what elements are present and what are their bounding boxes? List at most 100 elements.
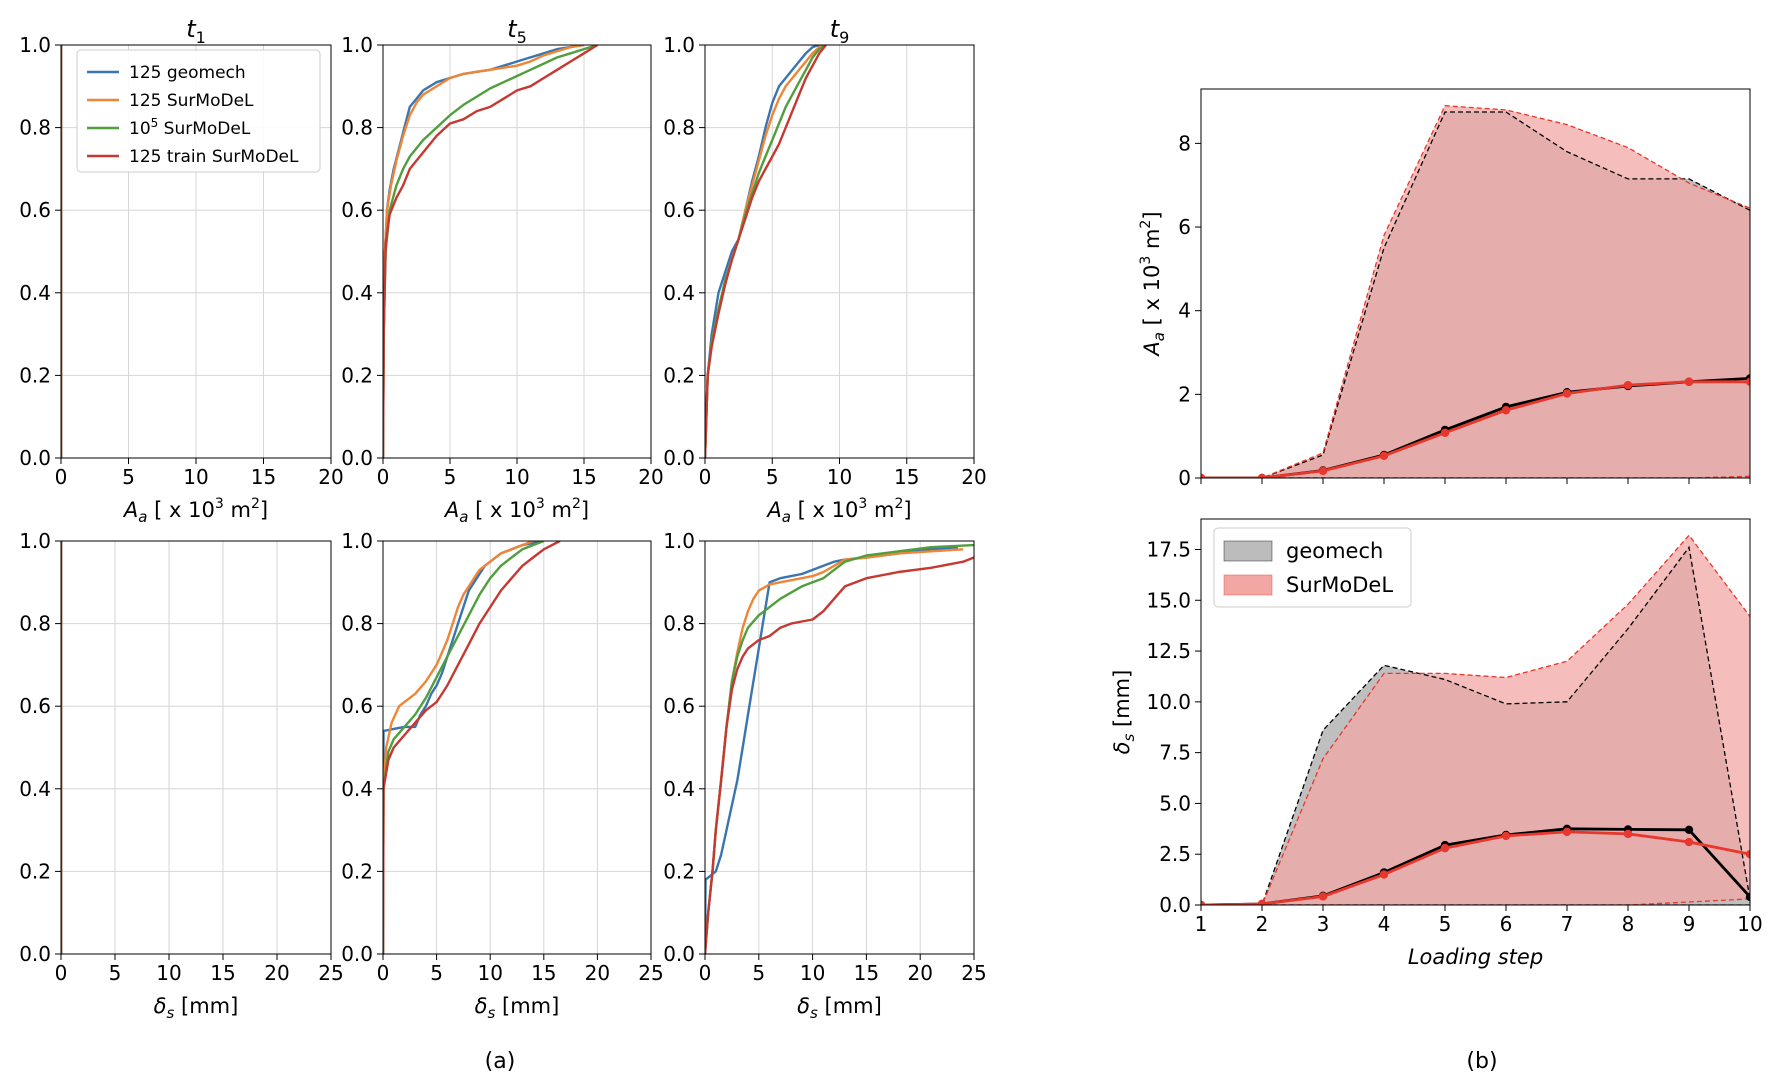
x-tick-label: 15 (894, 465, 919, 489)
data-point (1257, 473, 1267, 478)
x-tick-label: 0 (55, 961, 68, 985)
legend-label: geomech (1286, 539, 1383, 563)
data-point (1562, 389, 1572, 398)
x-tick-label: 10 (800, 961, 825, 985)
x-tick-label: 2 (1256, 912, 1269, 936)
chart-title: t5 (507, 15, 527, 47)
data-point (1684, 377, 1694, 386)
y-axis-label: Aa [ x 103 m2] (1138, 211, 1168, 357)
data-point (1745, 892, 1750, 902)
x-tick-label: 25 (961, 961, 986, 985)
band-upper-edge-surmodel (1201, 105, 1750, 478)
y-tick-label: 0.2 (341, 363, 373, 387)
chart-title: t9 (830, 15, 850, 47)
x-tick-label: 6 (1500, 912, 1513, 936)
x-tick-label: 10 (477, 961, 502, 985)
legend-label: 125 geomech (129, 63, 246, 83)
band-upper-edge-geomech (1201, 545, 1750, 905)
band-upper-edge-geomech (1201, 111, 1750, 478)
y-tick-label: 0.0 (1159, 893, 1191, 917)
x-axis-label: Loading step (1408, 945, 1543, 969)
series-line-surmodel (1201, 830, 1750, 905)
chart-a-top-t9: 0 5 10 15 20 0.0 0.2 0.4 0.6 0.8 1.0 t9 Aa [ x 103 m… (663, 15, 987, 526)
x-tick-label: 4 (1378, 912, 1391, 936)
axes-frame (1200, 88, 1751, 479)
data-point (1684, 837, 1694, 847)
y-tick-label: 0.6 (663, 694, 695, 718)
x-tick-label: 10 (156, 961, 181, 985)
x-tick-label: 15 (571, 465, 596, 489)
y-tick-label: 0.0 (341, 942, 373, 966)
x-axis-label: Aa [ x 103 m2] (122, 496, 268, 526)
legend-label: 125 train SurMoDeL (129, 147, 299, 167)
series-line-125-train-surmodel (705, 556, 974, 954)
y-tick-label: 6 (1178, 215, 1191, 239)
x-axis-label: δs [mm] (154, 994, 239, 1022)
y-tick-label: 1.0 (663, 529, 695, 553)
y-tick-label: 0.4 (341, 281, 373, 305)
x-tick-label: 1 (1195, 912, 1208, 936)
y-tick-label: 1.0 (19, 529, 51, 553)
x-tick-label: 5 (444, 465, 457, 489)
y-tick-label: 0.0 (663, 446, 695, 470)
y-tick-label: 15.0 (1146, 588, 1191, 612)
x-tick-label: 5 (1439, 912, 1452, 936)
y-tick-label: 0.6 (663, 198, 695, 222)
y-tick-label: 0.8 (341, 612, 373, 636)
x-tick-label: 10 (827, 465, 852, 489)
plot-area (705, 45, 827, 458)
legend-swatch-geomech (1223, 540, 1273, 562)
x-tick-label: 20 (907, 961, 932, 985)
data-point (1201, 473, 1206, 478)
band-surmodel (1201, 535, 1750, 905)
x-axis-label: Aa [ x 103 m2] (443, 496, 589, 526)
data-point (1318, 466, 1328, 476)
chart-a-top-t5: 0 5 10 15 20 0.0 0.2 0.4 0.6 0.8 1.0 t5 Aa [ x 103 m… (341, 15, 664, 526)
x-tick-label: 10 (183, 465, 208, 489)
plot-area (1201, 534, 1750, 905)
x-tick-label: 8 (1622, 912, 1635, 936)
y-tick-label: 0.6 (341, 694, 373, 718)
x-tick-label: 5 (766, 465, 779, 489)
data-point (1745, 850, 1750, 859)
chart-b-top: 0 2 4 6 8 Aa [ x 103 m2] (1138, 88, 1751, 490)
y-tick-label: 0.0 (19, 446, 51, 470)
plot-area (1201, 105, 1750, 478)
data-point (1379, 870, 1389, 879)
x-tick-label: 20 (961, 465, 986, 489)
y-tick-label: 0.8 (663, 116, 695, 140)
y-tick-label: 0.8 (19, 612, 51, 636)
y-tick-label: 0.2 (663, 859, 695, 883)
y-tick-label: 8 (1178, 131, 1191, 155)
y-tick-label: 0.8 (19, 116, 51, 140)
y-tick-label: 5.0 (1159, 791, 1191, 815)
data-point (1440, 843, 1450, 853)
y-tick-label: 0.8 (663, 612, 695, 636)
y-axis-label: δs [mm] (1110, 670, 1138, 755)
y-tick-label: 0.4 (663, 777, 695, 801)
y-tick-label: 0.8 (341, 116, 373, 140)
panel-a-label: (a) (485, 1049, 516, 1074)
y-tick-label: 0.0 (341, 446, 373, 470)
x-tick-label: 3 (1317, 912, 1330, 936)
y-tick-label: 0 (1178, 466, 1191, 490)
x-tick-label: 0 (55, 465, 68, 489)
data-point (1201, 900, 1206, 905)
x-axis-label: δs [mm] (475, 994, 560, 1022)
data-point (1379, 451, 1389, 461)
x-tick-label: 0 (699, 961, 712, 985)
legend-swatch-surmodel (1223, 574, 1273, 596)
chart-b-bottom: 1 2 3 4 5 6 7 8 9 10 0.0 2.5 5.0 7.5 10.0 12.5 15.0 17.5 L… (1110, 518, 1763, 969)
series-line-125-train-surmodel (705, 45, 827, 458)
y-tick-label: 7.5 (1159, 741, 1191, 765)
y-tick-label: 0.2 (341, 859, 373, 883)
y-tick-label: 1.0 (663, 33, 695, 57)
x-tick-label: 5 (109, 961, 122, 985)
y-tick-label: 1.0 (341, 33, 373, 57)
x-tick-label: 9 (1683, 912, 1696, 936)
y-tick-label: 17.5 (1146, 537, 1191, 561)
x-tick-label: 20 (638, 465, 663, 489)
y-tick-label: 0.2 (663, 363, 695, 387)
